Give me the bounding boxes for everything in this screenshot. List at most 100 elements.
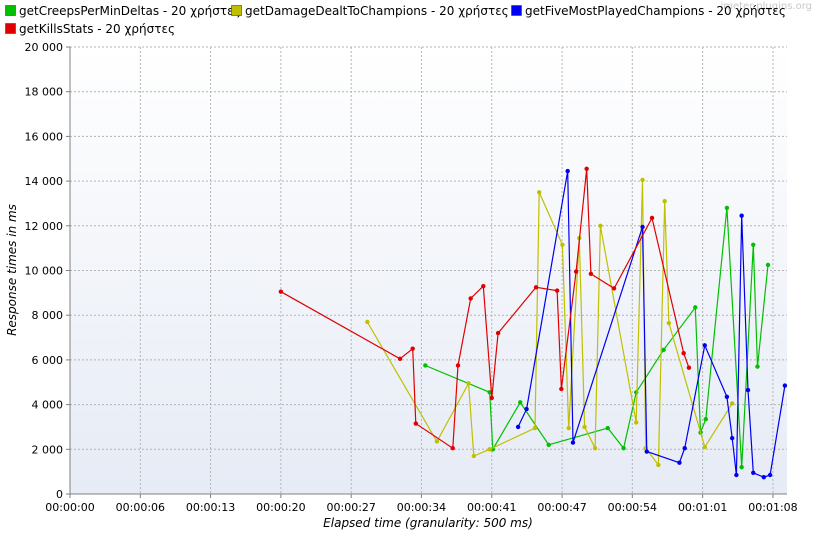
data-point [755,364,760,369]
data-point [466,381,471,386]
data-point [487,447,492,452]
data-point [566,425,571,431]
y-tick-label: 0 [56,488,63,501]
data-point [729,435,735,441]
y-tick-label: 10 000 [25,265,64,278]
data-point [495,330,501,336]
data-point [413,421,419,426]
data-point [423,363,428,368]
legend: getCreepsPerMinDeltas - 20 χρήστες getDam… [5,4,786,36]
data-point [693,305,698,310]
data-point [724,205,730,211]
data-point [702,343,707,348]
data-point [537,190,542,195]
data-point [621,445,626,451]
data-point [682,445,687,451]
data-point [455,363,461,368]
x-axis-title: Elapsed time (granularity: 500 ms) [323,516,533,530]
y-axis-title: Response times in ms [5,204,19,336]
legend-swatch [5,5,16,16]
legend-entry: getFiveMostPlayedChampions - 20 χρήστες [525,4,786,18]
data-point [410,346,415,351]
legend-entry: getCreepsPerMinDeltas - 20 χρήστες [19,4,241,18]
x-tick-label: 00:00:47 [537,501,586,514]
data-point [584,166,589,172]
data-point [782,383,788,388]
y-tick-label: 12 000 [25,220,64,233]
legend-entry: getKillsStats - 20 χρήστες [19,22,175,36]
data-point [481,283,486,289]
data-point [468,296,473,301]
data-point [592,445,598,451]
data-point [640,224,645,230]
data-point [656,462,661,468]
data-point [640,177,645,183]
y-tick-label: 14 000 [25,175,64,188]
x-tick-label: 00:00:13 [186,501,235,514]
data-point [739,464,744,470]
x-tick-label: 00:00:00 [45,501,94,514]
data-point [729,401,735,406]
x-tick-label: 00:00:54 [608,501,657,514]
data-point [703,416,709,422]
data-point [554,288,560,293]
data-point [739,213,744,218]
data-point [686,365,692,370]
legend-swatch [511,5,522,16]
watermark-text: jmeter-plugins.org [719,1,812,12]
y-tick-label: 18 000 [25,86,64,99]
data-point [533,285,539,290]
y-tick-label: 8 000 [32,309,64,322]
data-point [662,199,667,204]
data-point [532,425,538,431]
data-point [598,223,603,228]
x-tick-label: 00:00:20 [256,501,305,514]
data-point [489,395,494,401]
series-line-3 [280,168,690,450]
x-tick-label: 00:01:01 [678,501,727,514]
data-point [765,262,771,268]
data-point [565,168,570,174]
data-point [573,269,579,274]
data-point [546,442,551,448]
y-tick-label: 2 000 [32,443,64,456]
data-point [570,440,576,445]
data-point [751,242,756,247]
data-point [734,472,739,478]
legend-swatch [231,5,242,16]
data-point [611,286,617,291]
data-point [434,439,440,444]
x-tick-label: 00:01:08 [748,501,797,514]
data-point [661,347,666,353]
data-point [560,242,565,247]
x-tick-label: 00:00:41 [467,501,516,514]
y-tick-label: 16 000 [25,130,64,143]
data-point [634,390,639,395]
data-point [515,424,521,430]
data-point [767,472,773,478]
legend-swatch [5,23,16,34]
data-point [751,470,756,475]
data-point [644,449,649,454]
y-tick-label: 4 000 [32,399,64,412]
data-point [450,445,455,451]
data-point [745,387,751,393]
data-point [634,420,639,425]
x-tick-label: 00:00:06 [116,501,165,514]
data-point [588,271,594,277]
data-point [677,460,682,465]
legend-entry: getDamageDealtToChampions - 20 χρήστες [245,4,509,18]
data-point [559,386,564,392]
data-point [702,444,707,450]
data-point [666,320,672,326]
data-point [397,356,403,361]
data-point [724,394,730,399]
data-point [649,215,655,221]
axes: 0 2 000 4 000 6 000 8 000 10 000 12 000 14 000 1… [25,41,798,514]
data-point [582,424,587,430]
data-point [524,406,529,412]
data-point [761,475,767,480]
x-tick-label: 00:00:27 [327,501,376,514]
data-point [365,319,370,325]
